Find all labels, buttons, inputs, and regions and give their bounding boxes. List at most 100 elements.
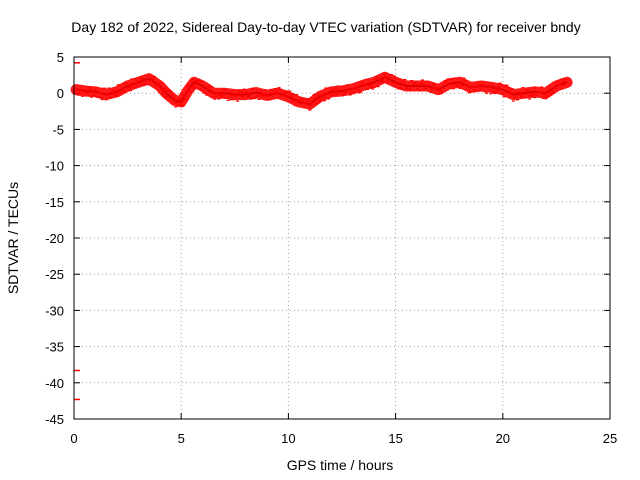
data-point: [340, 86, 344, 88]
data-point: [526, 89, 530, 91]
data-point: [489, 93, 493, 95]
data-point: [328, 93, 332, 95]
data-point: [368, 86, 372, 88]
data-point: [419, 82, 423, 84]
data-point: [230, 95, 234, 97]
data-point: [544, 98, 548, 100]
data-point: [83, 89, 87, 91]
data-point: [549, 94, 553, 96]
data-point: [438, 89, 442, 92]
data-point: [414, 82, 418, 84]
data-point: [538, 91, 542, 93]
data-point: [372, 86, 376, 88]
data-point: [364, 78, 368, 80]
data-point: [522, 91, 526, 93]
data-point: [312, 94, 316, 96]
grid: [74, 57, 610, 419]
x-tick-label: 5: [178, 431, 185, 446]
data-point: [378, 78, 382, 81]
data-point: [508, 88, 511, 91]
data-point: [91, 91, 95, 93]
data-point: [178, 98, 182, 100]
data-point: [128, 90, 132, 92]
data-point: [475, 85, 479, 87]
data-point: [127, 86, 131, 89]
y-axis-ticks: 5 0 -5 -10 -15 -20 -25 -30 -35 -40 -45: [45, 50, 610, 427]
data-point: [285, 90, 289, 92]
data-point: [554, 87, 558, 90]
x-tick-label: 20: [496, 431, 510, 446]
data-point: [415, 88, 419, 90]
data-point: [226, 99, 230, 101]
data-point: [398, 86, 402, 89]
data-point: [379, 81, 383, 83]
data-point: [244, 91, 248, 93]
x-tick-label: 25: [603, 431, 617, 446]
data-point: [250, 87, 254, 90]
data-point: [200, 80, 204, 82]
data-point: [123, 91, 127, 93]
x-axis-ticks: 0 5 10 15 20 25: [70, 57, 617, 446]
data-point: [447, 83, 451, 86]
data-point: [140, 78, 144, 80]
data-point: [497, 86, 501, 88]
data-point: [211, 92, 215, 94]
data-point: [297, 99, 301, 101]
data-point: [219, 96, 223, 98]
data-point: [170, 92, 174, 94]
data-point: [293, 105, 297, 107]
data-point: [246, 96, 250, 98]
data-point: [240, 91, 243, 93]
data-point: [206, 88, 210, 90]
data-point: [369, 83, 373, 86]
data-point: [167, 89, 171, 91]
data-point: [168, 90, 172, 92]
data-point: [391, 82, 395, 84]
data-point: [78, 90, 82, 92]
data-point: [256, 94, 260, 97]
data-point: [196, 81, 200, 83]
data-point: [218, 94, 222, 96]
data-point: [471, 86, 475, 88]
data-point: [138, 82, 142, 84]
data-point: [280, 95, 284, 97]
data-point: [270, 91, 274, 93]
data-point: [506, 87, 510, 89]
data-point: [276, 93, 280, 95]
data-point: [502, 96, 506, 98]
y-tick-label: -20: [45, 231, 64, 246]
data-point: [261, 95, 265, 97]
data-point: [450, 83, 454, 85]
data-point: [435, 88, 439, 90]
data-point: [254, 96, 258, 98]
y-tick-label: -5: [52, 122, 64, 137]
data-point: [282, 92, 286, 94]
data-point: [443, 79, 447, 82]
data-point: [424, 87, 428, 89]
data-point: [533, 97, 537, 99]
data-point: [302, 102, 306, 104]
data-point: [490, 85, 494, 87]
data-point: [132, 78, 136, 80]
data-point: [466, 85, 470, 87]
data-point: [215, 92, 219, 95]
data-point: [274, 90, 278, 92]
data-point: [288, 90, 292, 92]
data-point: [469, 87, 473, 89]
data-point: [418, 90, 422, 92]
data-point: [122, 89, 126, 92]
data-point: [316, 95, 320, 97]
data-point: [333, 87, 337, 90]
data-point: [130, 78, 134, 80]
data-point: [518, 94, 522, 97]
data-point: [181, 105, 185, 107]
data-point: [513, 96, 517, 98]
data-point: [392, 75, 396, 77]
data-point: [363, 83, 367, 85]
data-point: [564, 79, 568, 81]
data-point: [292, 99, 296, 101]
data-point: [106, 94, 109, 96]
data-point: [407, 87, 411, 89]
data-point: [257, 98, 261, 101]
series-line: [75, 76, 568, 106]
